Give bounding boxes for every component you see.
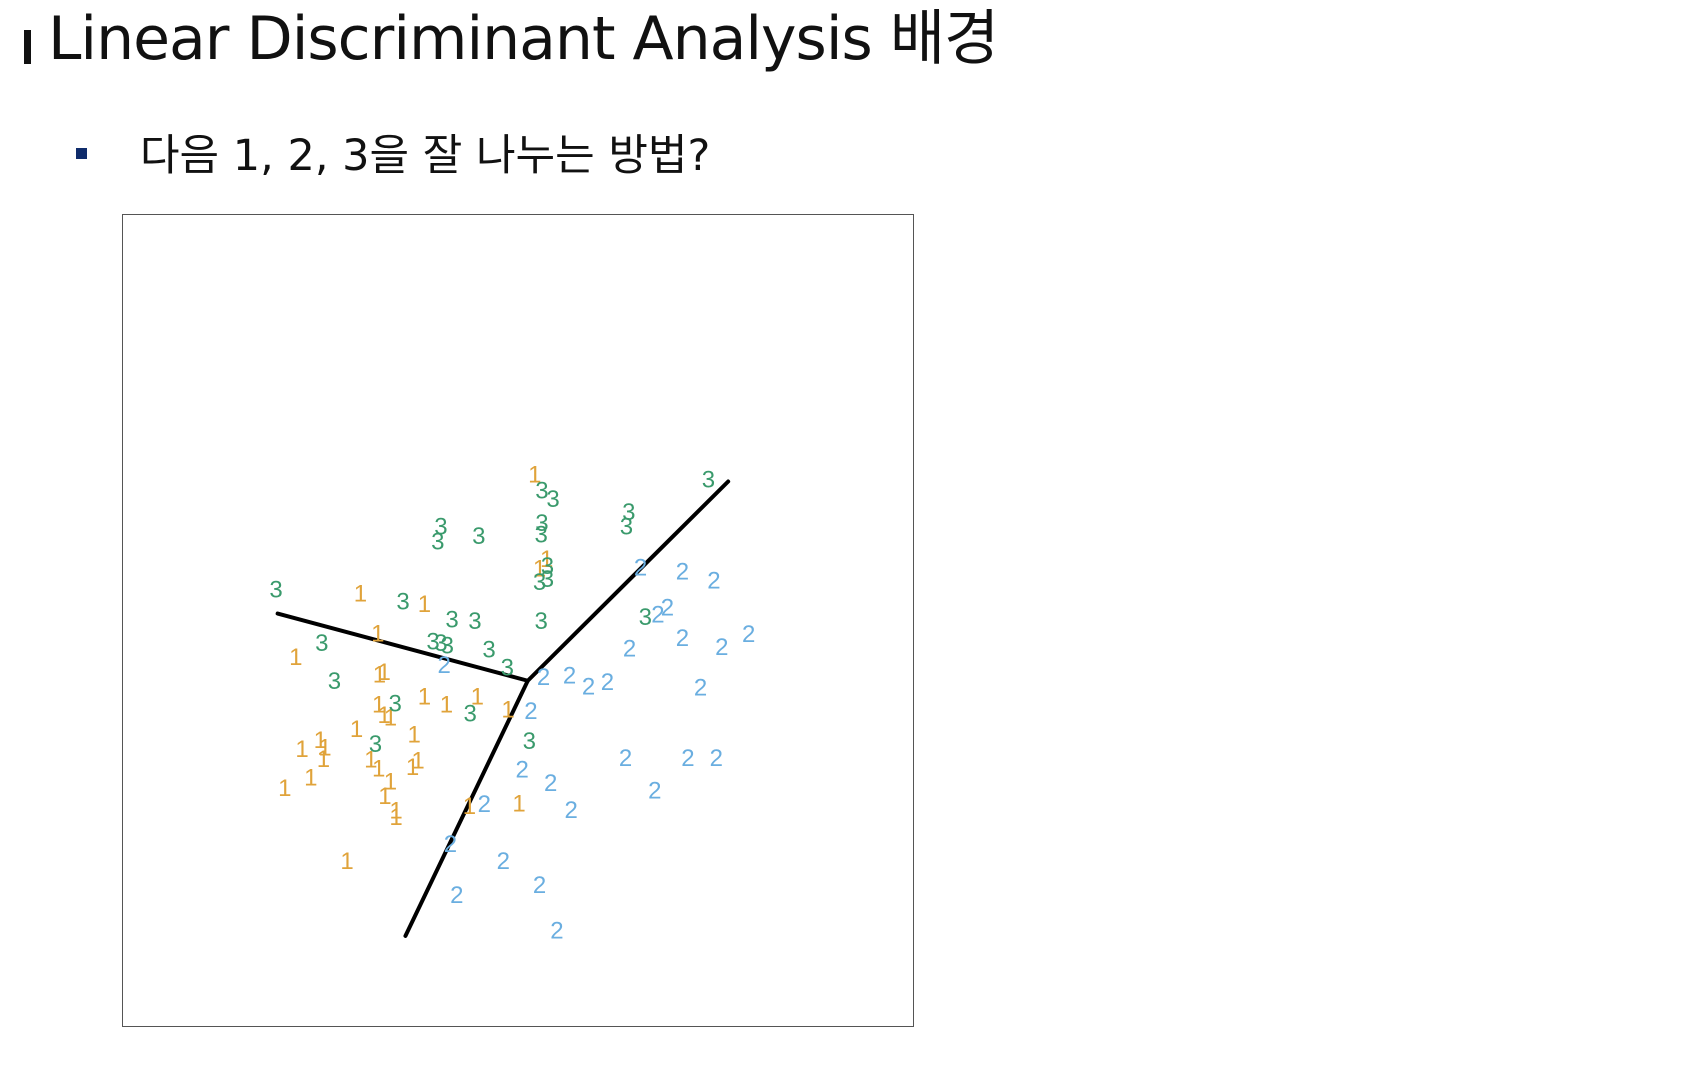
point-class-3: 3 — [269, 577, 282, 604]
point-class-2: 2 — [634, 555, 647, 582]
point-class-2: 2 — [681, 745, 694, 772]
point-class-3: 3 — [534, 521, 547, 548]
point-class-3: 3 — [463, 700, 476, 727]
point-class-2: 2 — [516, 756, 529, 783]
point-class-3: 3 — [389, 691, 402, 718]
point-class-1: 1 — [350, 716, 363, 743]
point-class-3: 3 — [534, 608, 547, 635]
point-class-2: 2 — [544, 770, 557, 797]
point-class-1: 1 — [377, 659, 390, 686]
point-class-1: 1 — [278, 775, 291, 802]
point-class-3: 3 — [639, 604, 652, 631]
point-class-1: 1 — [340, 848, 353, 875]
point-class-1: 1 — [371, 620, 384, 647]
point-class-3: 3 — [396, 589, 409, 616]
point-class-2: 2 — [563, 662, 576, 689]
point-class-2: 2 — [444, 831, 457, 858]
point-class-2: 2 — [623, 636, 636, 663]
point-class-1: 1 — [389, 804, 402, 831]
point-class-2: 2 — [601, 669, 614, 696]
point-class-2: 2 — [582, 674, 595, 701]
point-class-2: 2 — [619, 745, 632, 772]
point-class-2: 2 — [648, 777, 661, 804]
point-class-3: 3 — [328, 668, 341, 695]
point-class-1: 1 — [304, 764, 317, 791]
point-class-2: 2 — [715, 634, 728, 661]
point-class-1: 1 — [418, 591, 431, 618]
point-class-2: 2 — [524, 698, 537, 725]
scatter-plot: 111111111111 1 1111 1111 1 1 1111 1 111 1 1112 2 222… — [123, 215, 912, 1025]
point-class-1: 1 — [406, 754, 419, 781]
point-class-3: 3 — [431, 529, 444, 556]
point-class-1: 1 — [407, 722, 420, 749]
point-class-3: 3 — [523, 728, 536, 755]
point-class-1: 1 — [289, 644, 302, 671]
point-class-2: 2 — [564, 797, 577, 824]
point-class-3: 3 — [501, 654, 514, 681]
point-class-3: 3 — [472, 523, 485, 550]
point-class-1: 1 — [501, 696, 514, 723]
point-class-2: 2 — [676, 625, 689, 652]
point-class-3: 3 — [541, 566, 554, 593]
point-class-3: 3 — [369, 731, 382, 758]
page-title: Linear Discriminant Analysis 배경 — [48, 2, 998, 76]
point-class-1: 1 — [295, 736, 308, 763]
point-class-2: 2 — [694, 675, 707, 702]
point-class-2: 2 — [550, 918, 563, 945]
point-class-3: 3 — [620, 513, 633, 540]
point-class-2: 2 — [710, 745, 723, 772]
point-class-1: 1 — [463, 793, 476, 820]
point-class-1: 1 — [440, 692, 453, 719]
point-class-3: 3 — [482, 636, 495, 663]
bullet-question: 다음 1, 2, 3을 잘 나누는 방법? — [140, 126, 710, 186]
point-class-2: 2 — [742, 621, 755, 648]
point-class-1: 1 — [354, 581, 367, 608]
title-accent-bar — [24, 30, 31, 64]
point-class-1: 1 — [317, 746, 330, 773]
point-class-1: 1 — [512, 790, 525, 817]
point-class-3: 3 — [702, 466, 715, 493]
point-class-2: 2 — [497, 848, 510, 875]
point-class-3: 3 — [441, 632, 454, 659]
bullet-marker-icon — [76, 148, 87, 159]
point-class-2: 2 — [707, 568, 720, 595]
point-class-2: 2 — [478, 791, 491, 818]
point-class-3: 3 — [468, 608, 481, 635]
point-class-3: 3 — [315, 630, 328, 657]
point-class-3: 3 — [546, 486, 559, 513]
point-class-2: 2 — [450, 882, 463, 909]
point-class-2: 2 — [537, 664, 550, 691]
point-class-2: 2 — [651, 602, 664, 629]
point-class-2: 2 — [676, 559, 689, 586]
point-class-1: 1 — [418, 683, 431, 710]
point-class-2: 2 — [533, 872, 546, 899]
